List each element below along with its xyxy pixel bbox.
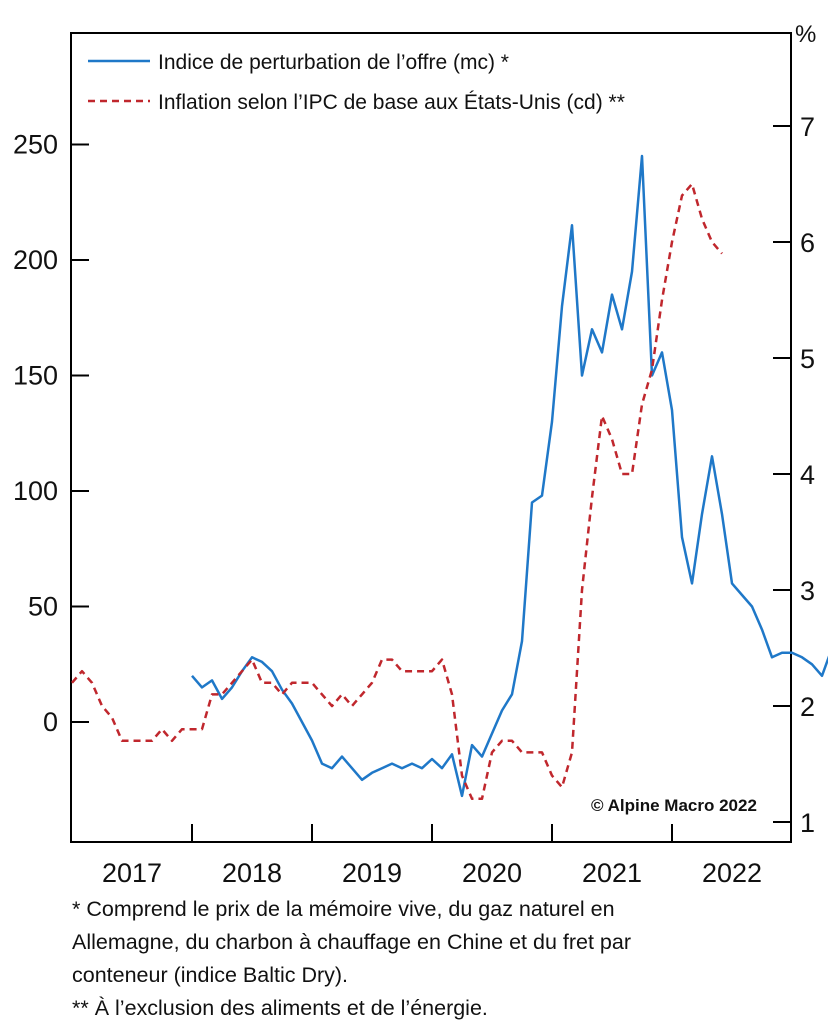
legend-label-cpi: Inflation selon l’IPC de base aux États-… — [158, 91, 625, 114]
right-tick-label: 3 — [800, 576, 815, 606]
series-layer — [71, 154, 828, 801]
footnote-line-4: ** À l’exclusion des aliments et de l’én… — [72, 996, 488, 1020]
footnote-line-3: conteneur (indice Baltic Dry). — [72, 963, 349, 987]
footnote-line-1: * Comprend le prix de la mémoire vive, d… — [72, 897, 615, 921]
right-axis: 1 2 3 4 5 6 7 — [773, 112, 815, 838]
right-tick-label: 6 — [800, 228, 815, 258]
left-tick-label: 150 — [13, 361, 58, 391]
footnote: * Comprend le prix de la mémoire vive, d… — [72, 893, 812, 1025]
right-tick-label: 5 — [800, 344, 815, 374]
x-tick-label: 2022 — [702, 858, 762, 888]
x-tick-label: 2017 — [102, 858, 162, 888]
right-tick-label: 2 — [800, 692, 815, 722]
left-tick-label: 100 — [13, 476, 58, 506]
left-tick-label: 0 — [43, 707, 58, 737]
right-tick-label: 4 — [800, 460, 815, 490]
legend: Indice de perturbation de l’offre (mc) *… — [88, 51, 625, 114]
x-tick-label: 2018 — [222, 858, 282, 888]
left-tick-label: 250 — [13, 130, 58, 160]
right-tick-label: 7 — [800, 112, 815, 142]
x-axis: 2017 2018 2019 2020 2021 2022 — [102, 824, 762, 888]
copyright-note: © Alpine Macro 2022 — [591, 796, 757, 815]
series-line-supply-disruption — [191, 154, 828, 798]
left-axis: 0 50 100 150 200 250 — [13, 130, 89, 737]
legend-label-supply: Indice de perturbation de l’offre (mc) * — [158, 51, 509, 74]
plot-frame — [70, 32, 792, 843]
right-axis-unit: % — [795, 21, 816, 48]
right-tick-label: 1 — [800, 808, 815, 838]
x-tick-label: 2020 — [462, 858, 522, 888]
left-tick-label: 200 — [13, 245, 58, 275]
x-tick-label: 2019 — [342, 858, 402, 888]
chart-area: 0 50 100 150 200 250 1 2 3 4 5 6 7 2017 2018 2019 2020… — [13, 21, 828, 888]
left-tick-label: 50 — [28, 592, 58, 622]
footnote-line-2: Allemagne, du charbon à chauffage en Chi… — [72, 930, 631, 954]
x-tick-label: 2021 — [582, 858, 642, 888]
series-line-core-cpi — [71, 182, 723, 801]
